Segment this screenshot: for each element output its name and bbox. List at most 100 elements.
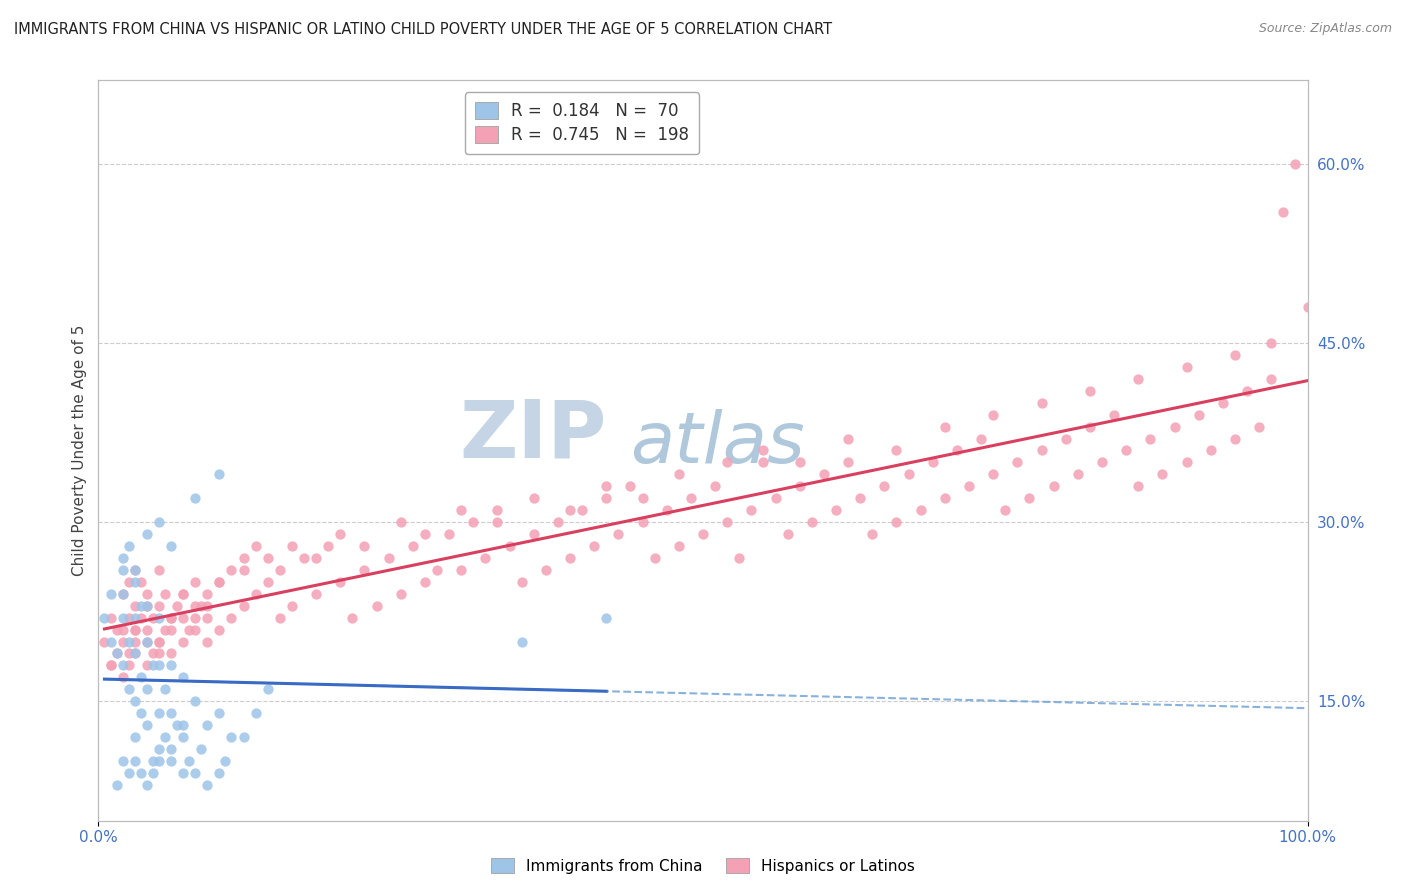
- Point: [377, 550, 399, 565]
- Point: [1007, 455, 1029, 469]
- Point: [558, 550, 581, 565]
- Point: [179, 623, 201, 637]
- Point: [221, 730, 243, 744]
- Point: [402, 539, 425, 553]
- Point: [208, 706, 231, 721]
- Point: [353, 539, 375, 553]
- Point: [486, 503, 509, 517]
- Point: [1260, 336, 1282, 351]
- Point: [111, 610, 134, 624]
- Point: [1175, 359, 1198, 374]
- Point: [305, 587, 328, 601]
- Point: [837, 432, 859, 446]
- Point: [129, 765, 152, 780]
- Point: [100, 634, 122, 648]
- Point: [329, 527, 352, 541]
- Point: [135, 658, 157, 673]
- Point: [100, 610, 122, 624]
- Point: [897, 467, 920, 482]
- Point: [221, 563, 243, 577]
- Point: [269, 610, 291, 624]
- Point: [813, 467, 835, 482]
- Point: [910, 503, 932, 517]
- Point: [523, 527, 546, 541]
- Point: [111, 563, 134, 577]
- Point: [740, 503, 762, 517]
- Point: [1078, 419, 1101, 434]
- Text: Source: ZipAtlas.com: Source: ZipAtlas.com: [1258, 22, 1392, 36]
- Point: [105, 647, 128, 661]
- Point: [292, 550, 315, 565]
- Point: [342, 610, 364, 624]
- Point: [124, 754, 146, 768]
- Point: [105, 778, 128, 792]
- Point: [256, 682, 278, 697]
- Point: [190, 742, 212, 756]
- Point: [142, 647, 165, 661]
- Point: [1223, 348, 1246, 362]
- Point: [413, 527, 436, 541]
- Point: [607, 527, 630, 541]
- Point: [160, 742, 183, 756]
- Point: [124, 623, 146, 637]
- Point: [100, 587, 122, 601]
- Point: [366, 599, 388, 613]
- Point: [631, 515, 654, 529]
- Point: [765, 491, 787, 506]
- Point: [595, 491, 617, 506]
- Point: [172, 610, 194, 624]
- Point: [463, 515, 485, 529]
- Point: [208, 765, 231, 780]
- Point: [148, 742, 170, 756]
- Point: [1260, 372, 1282, 386]
- Point: [281, 539, 304, 553]
- Point: [256, 550, 278, 565]
- Point: [316, 539, 339, 553]
- Point: [389, 587, 412, 601]
- Point: [752, 455, 775, 469]
- Point: [184, 765, 207, 780]
- Point: [1018, 491, 1040, 506]
- Point: [1284, 157, 1306, 171]
- Point: [486, 515, 509, 529]
- Point: [195, 778, 218, 792]
- Point: [1188, 408, 1211, 422]
- Point: [184, 491, 207, 506]
- Point: [118, 574, 141, 589]
- Point: [679, 491, 702, 506]
- Point: [118, 647, 141, 661]
- Point: [190, 599, 212, 613]
- Point: [208, 574, 231, 589]
- Point: [994, 503, 1017, 517]
- Point: [668, 467, 690, 482]
- Point: [148, 634, 170, 648]
- Point: [389, 515, 412, 529]
- Point: [111, 658, 134, 673]
- Point: [353, 563, 375, 577]
- Point: [1152, 467, 1174, 482]
- Text: ZIP: ZIP: [458, 397, 606, 475]
- Point: [232, 599, 254, 613]
- Point: [118, 634, 141, 648]
- Point: [1223, 432, 1246, 446]
- Point: [172, 587, 194, 601]
- Point: [1031, 443, 1053, 458]
- Point: [160, 658, 183, 673]
- Point: [184, 574, 207, 589]
- Point: [837, 455, 859, 469]
- Point: [1175, 455, 1198, 469]
- Point: [981, 408, 1004, 422]
- Point: [789, 479, 811, 493]
- Point: [111, 623, 134, 637]
- Point: [172, 730, 194, 744]
- Point: [523, 491, 546, 506]
- Point: [1102, 408, 1125, 422]
- Point: [1115, 443, 1137, 458]
- Point: [124, 694, 146, 708]
- Point: [184, 623, 207, 637]
- Point: [118, 539, 141, 553]
- Point: [124, 623, 146, 637]
- Point: [981, 467, 1004, 482]
- Point: [1128, 479, 1150, 493]
- Point: [160, 754, 183, 768]
